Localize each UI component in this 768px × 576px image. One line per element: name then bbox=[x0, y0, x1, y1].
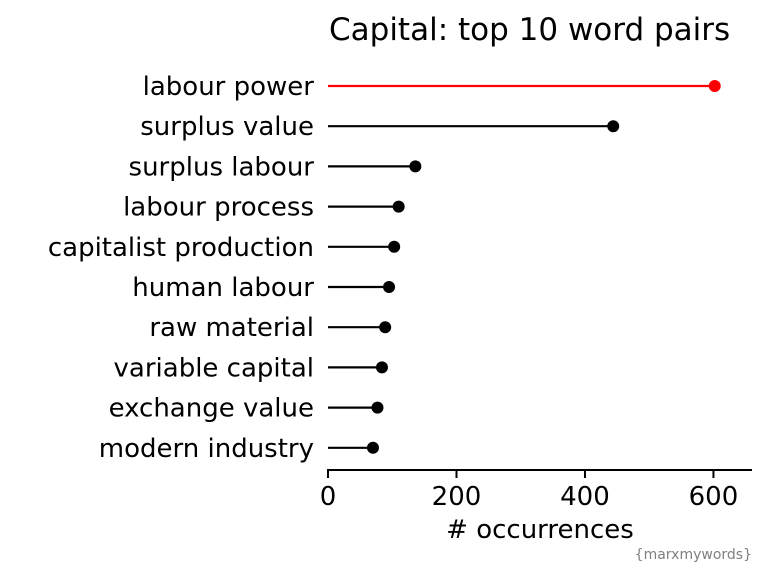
category-label-human-labour: human labour bbox=[132, 273, 314, 303]
rows-group: labour power surplus value surplus labour l… bbox=[48, 72, 721, 464]
category-label-surplus-labour: surplus labour bbox=[129, 152, 315, 182]
category-label-variable-capital: variable capital bbox=[114, 353, 314, 383]
point-raw-material bbox=[379, 321, 392, 334]
x-axis-label: # occurrences bbox=[446, 515, 634, 545]
point-labour-power bbox=[708, 80, 721, 92]
caption: {marxmywords} bbox=[635, 547, 752, 563]
x-ticks-group: 0 200 400 600 bbox=[320, 470, 739, 512]
category-label-exchange-value: exchange value bbox=[109, 394, 314, 424]
x-tick-label-400: 400 bbox=[560, 482, 610, 512]
point-surplus-labour bbox=[409, 160, 422, 173]
category-label-capitalist-production: capitalist production bbox=[48, 233, 314, 263]
category-label-raw-material: raw material bbox=[149, 313, 314, 343]
point-human-labour bbox=[383, 281, 396, 293]
category-label-labour-process: labour process bbox=[123, 193, 314, 223]
point-modern-industry bbox=[366, 441, 379, 454]
x-tick-label-0: 0 bbox=[320, 482, 337, 512]
point-exchange-value bbox=[371, 401, 384, 414]
point-labour-process bbox=[392, 200, 405, 213]
x-tick-label-200: 200 bbox=[432, 482, 482, 512]
point-capitalist-production bbox=[388, 240, 401, 253]
category-label-labour-power: labour power bbox=[143, 72, 315, 102]
category-label-surplus-value: surplus value bbox=[140, 112, 314, 142]
x-tick-label-600: 600 bbox=[689, 482, 739, 512]
point-surplus-value bbox=[607, 120, 620, 133]
chart-title: Capital: top 10 word pairs bbox=[329, 12, 730, 48]
category-label-modern-industry: modern industry bbox=[99, 434, 314, 464]
point-variable-capital bbox=[375, 361, 388, 374]
